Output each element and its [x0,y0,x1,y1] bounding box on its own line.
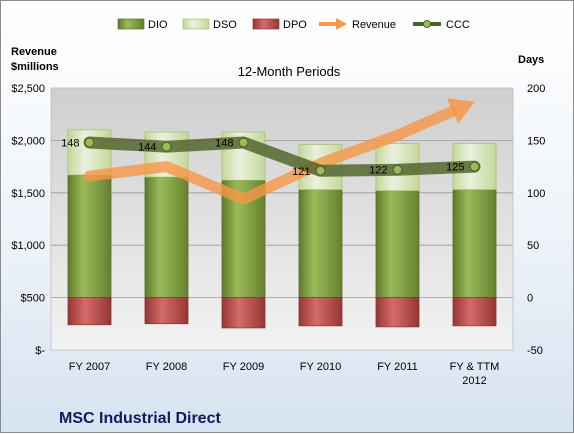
legend-label-dpo: DPO [283,19,307,31]
bar-dio [67,174,112,298]
left-tick-label: $2,000 [11,135,45,147]
left-axis-title-line2: $millions [11,61,59,73]
revenue-layer [84,98,475,205]
ccc-point [161,141,172,152]
legend-swatch-ccc [413,20,441,28]
bar-dpo [452,297,497,327]
legend-swatch-dio [117,18,145,30]
bar-dpo [67,297,112,326]
left-tick-label: $1,500 [11,188,45,200]
category-label-line2: 2012 [462,375,486,387]
legend-swatch-dso [182,18,210,30]
legend-label-dso: DSO [213,19,237,31]
category-label: FY 2011 [377,361,418,373]
ccc-layer: 148 144 148 121 122 125 [61,136,481,178]
ccc-data-label: 121 [292,166,310,178]
legend-label-dio: DIO [148,19,168,31]
ccc-point [392,164,403,175]
bar-dpo [298,297,343,327]
ccc-point [315,165,326,176]
category-label: FY 2007 [69,361,110,373]
legend-label-revenue: Revenue [352,19,396,31]
revenue-line [84,105,458,205]
ccc-point [469,161,480,172]
bar-dio [452,189,497,298]
company-name: MSC Industrial Direct [59,410,221,427]
right-tick-label: 100 [527,188,545,200]
bar-dio [298,189,343,298]
bar-dpo [144,297,189,325]
right-tick-label: -50 [527,345,543,357]
left-axis-ticks: $- $500 $1,000 $1,500 $2,000 $2,500 [11,83,45,357]
category-label: FY 2009 [223,361,264,373]
ccc-point [238,137,249,148]
bar-dio [144,176,189,298]
left-tick-label: $- [35,345,45,357]
ccc-data-label: 148 [215,137,233,149]
ccc-point [84,137,95,148]
plot-area [50,87,514,351]
category-label: FY 2010 [300,361,341,373]
legend-swatch-dpo [252,18,280,30]
ccc-data-label: 148 [61,137,79,149]
right-tick-label: 200 [527,83,545,95]
category-label: FY 2008 [146,361,187,373]
left-tick-label: $1,000 [11,240,45,252]
left-axis-title-line1: Revenue [11,46,57,58]
left-tick-label: $500 [21,293,45,305]
category-label: FY & TTM [450,361,500,373]
right-tick-label: 0 [527,293,533,305]
ccc-data-label: 144 [138,142,156,154]
right-axis-ticks: -50 0 50 100 150 200 [527,83,545,357]
ccc-line [83,136,481,177]
ccc-data-label: 122 [369,165,387,177]
right-tick-label: 150 [527,135,545,147]
left-tick-label: $2,500 [11,83,45,95]
right-tick-label: 50 [527,240,539,252]
bar-dpo [375,297,420,328]
bar-dpo [221,297,266,329]
legend-label-ccc: CCC [446,19,470,31]
chart-subtitle: 12-Month Periods [238,64,341,79]
bar-dio [375,190,420,298]
legend: DIO DSO DPO Revenue CCC [117,18,470,31]
ccc-data-label: 125 [446,162,464,174]
legend-swatch-revenue [319,18,347,30]
right-axis-title: Days [518,54,544,66]
category-labels: FY 2007 FY 2008 FY 2009 FY 2010 FY 2011 FY & … [69,361,500,387]
revenue-arrowhead [446,98,475,125]
